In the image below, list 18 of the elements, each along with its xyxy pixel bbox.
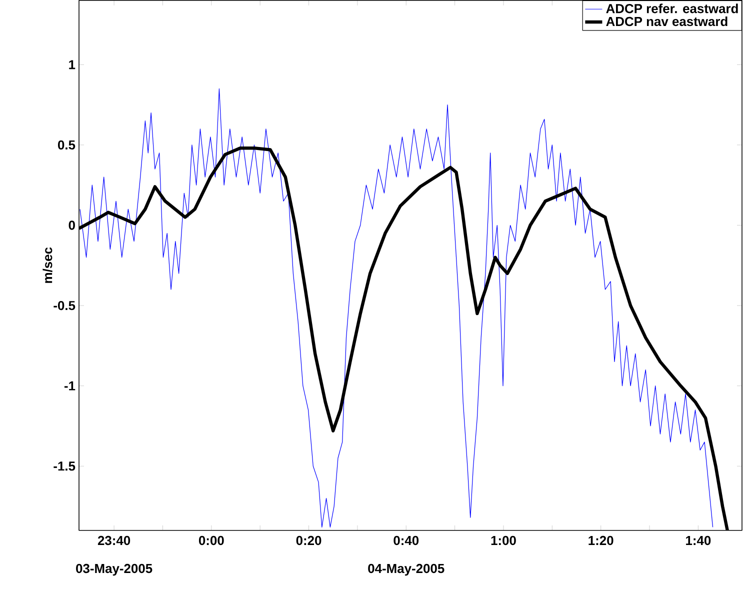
y-tick-label: -1.5 bbox=[54, 461, 76, 470]
y-tick-label: -0.5 bbox=[54, 300, 76, 310]
text: 03-May-2005 bbox=[76, 564, 152, 576]
legend-label: ADCP nav eastward bbox=[606, 16, 728, 26]
text: 04-May-2005 bbox=[368, 564, 444, 576]
y-tick-label: 0.5 bbox=[58, 140, 76, 150]
x-tick-label: 1:00 bbox=[491, 536, 516, 545]
x-tick-label: 0:20 bbox=[296, 536, 322, 545]
x-tick-label: 1:20 bbox=[588, 536, 614, 545]
x-tick-label: 0:00 bbox=[198, 536, 224, 545]
x-tick-label: 1:40 bbox=[686, 536, 711, 545]
y-axis-title: m/sec bbox=[42, 247, 52, 283]
legend-label: ADCP refer. eastward bbox=[606, 3, 738, 14]
x-tick-label: 0:40 bbox=[394, 536, 419, 545]
x-tick-label: 23:40 bbox=[98, 536, 130, 545]
y-tick-label: 0 bbox=[68, 220, 75, 230]
y-tick-label: 1 bbox=[69, 60, 76, 69]
y-tick-label: -1 bbox=[64, 381, 76, 390]
